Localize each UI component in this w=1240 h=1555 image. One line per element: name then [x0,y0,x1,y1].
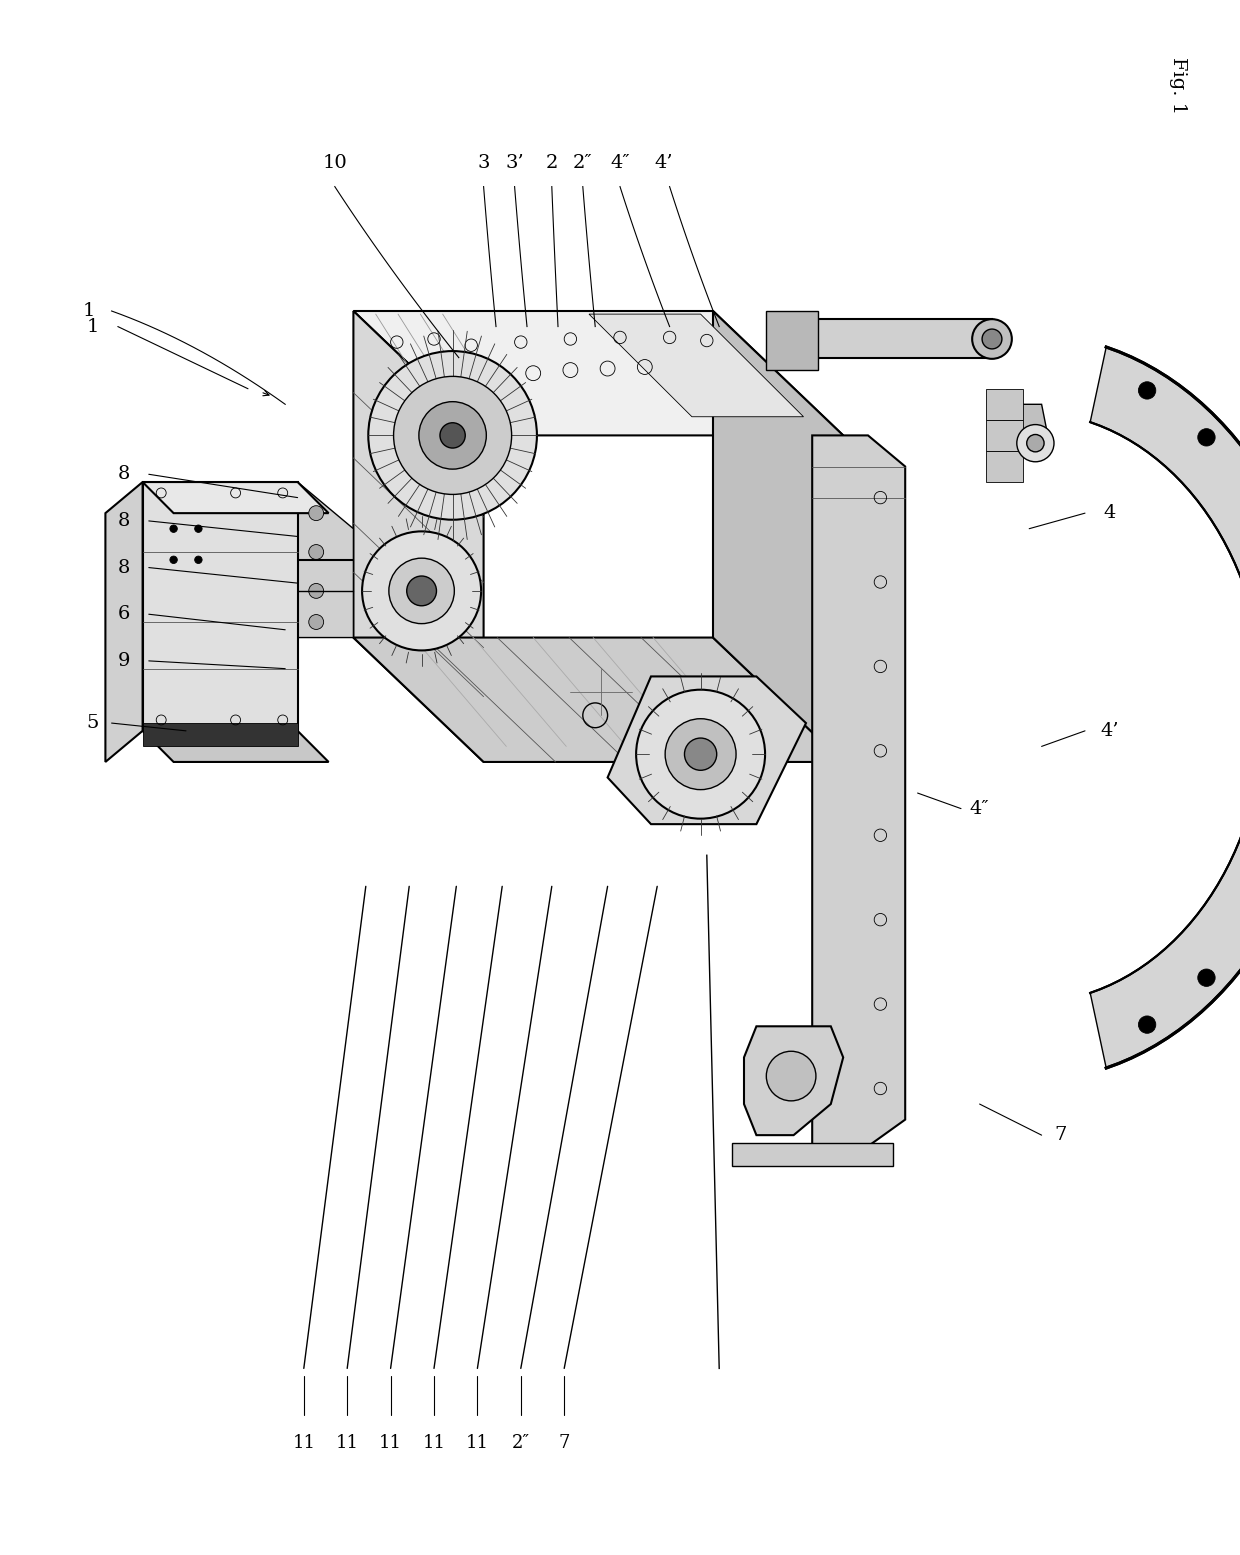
Circle shape [1198,429,1215,446]
Text: 3’: 3’ [505,154,525,173]
Polygon shape [713,311,843,762]
Polygon shape [589,314,804,417]
Polygon shape [766,311,818,370]
Polygon shape [1004,404,1048,435]
Text: 4: 4 [1104,504,1116,522]
Polygon shape [353,638,843,762]
Circle shape [972,319,1012,359]
Text: Fig. 1: Fig. 1 [1169,58,1187,114]
Polygon shape [812,435,905,1151]
Text: 4’: 4’ [1100,722,1120,740]
Polygon shape [353,311,843,435]
Circle shape [419,401,486,470]
Circle shape [362,532,481,650]
Text: 8: 8 [118,465,130,484]
Text: 11: 11 [466,1434,489,1452]
Text: 6: 6 [118,605,130,624]
Text: 1: 1 [83,302,95,320]
Circle shape [393,376,512,494]
Circle shape [1138,381,1156,400]
Circle shape [309,544,324,560]
Circle shape [309,505,324,521]
Text: 2″: 2″ [573,154,593,173]
Circle shape [636,690,765,818]
Text: 8: 8 [118,512,130,530]
Circle shape [309,614,324,630]
Polygon shape [608,676,806,824]
Circle shape [368,351,537,519]
Text: 2: 2 [546,154,558,173]
Polygon shape [298,482,353,638]
Polygon shape [143,723,298,746]
Circle shape [1198,969,1215,986]
Text: 11: 11 [293,1434,315,1452]
Circle shape [1027,434,1044,453]
Circle shape [309,583,324,599]
Text: 11: 11 [423,1434,445,1452]
Polygon shape [105,482,143,762]
Circle shape [195,557,202,563]
Text: 11: 11 [379,1434,402,1452]
Text: 9: 9 [118,652,130,670]
Polygon shape [143,482,298,731]
Circle shape [195,526,202,532]
Polygon shape [769,319,992,358]
Circle shape [684,739,717,770]
Circle shape [982,330,1002,348]
Polygon shape [143,731,329,762]
Circle shape [1017,425,1054,462]
Polygon shape [986,451,1023,482]
Polygon shape [1090,347,1240,1068]
Text: 4″: 4″ [610,154,630,173]
Text: 7: 7 [558,1434,570,1452]
Polygon shape [986,389,1023,420]
Text: 11: 11 [336,1434,358,1452]
Circle shape [665,718,737,790]
Circle shape [170,526,177,532]
Circle shape [170,557,177,563]
Circle shape [440,423,465,448]
Text: 8: 8 [118,558,130,577]
Text: 7: 7 [1054,1126,1066,1144]
Text: 5: 5 [87,714,99,732]
Text: 2″: 2″ [512,1434,529,1452]
Text: 4’: 4’ [653,154,673,173]
Text: 4″: 4″ [970,799,990,818]
Circle shape [766,1051,816,1101]
Circle shape [389,558,454,624]
Polygon shape [986,420,1023,451]
Polygon shape [353,311,484,762]
Text: 3: 3 [477,154,490,173]
Polygon shape [143,482,329,513]
Polygon shape [732,1143,893,1166]
Text: 10: 10 [322,154,347,173]
Polygon shape [744,1026,843,1135]
Text: 1: 1 [87,317,99,336]
Circle shape [1138,1015,1156,1034]
Circle shape [407,575,436,606]
